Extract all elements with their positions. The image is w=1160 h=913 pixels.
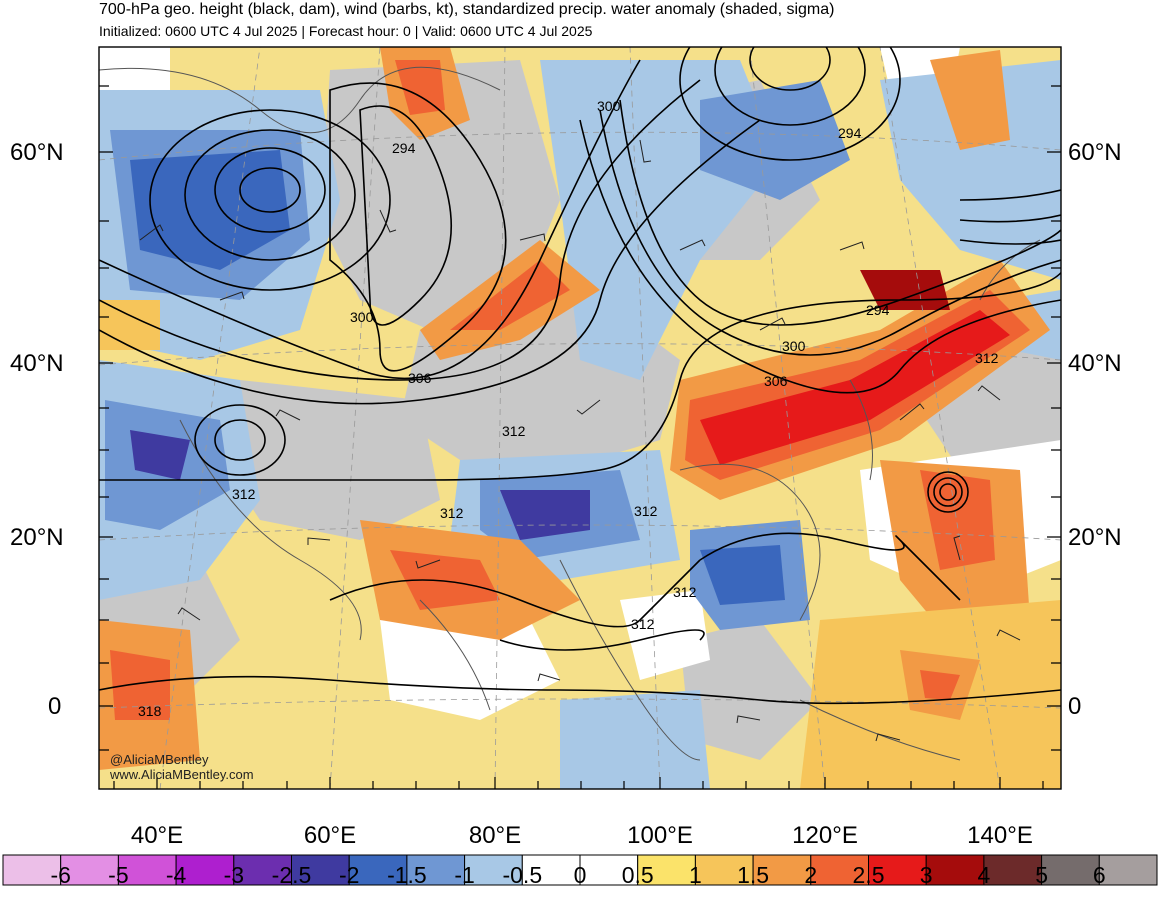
colorbar-swatch <box>233 854 293 886</box>
contour-label: 294 <box>866 302 890 318</box>
colorbar-tick-label: 1.5 <box>737 862 770 888</box>
contour-label: 312 <box>673 584 697 600</box>
lon-label-140e: 140°E <box>967 822 1033 849</box>
colorbar-tick-label: -2.5 <box>271 862 312 888</box>
credit-website: www.AliciaMBentley.com <box>110 767 254 782</box>
colorbar-tick-label: -5 <box>108 862 129 888</box>
credit-handle: @AliciaMBentley <box>110 752 209 767</box>
colorbar-swatch <box>1041 854 1100 886</box>
colorbar-swatch <box>579 854 639 886</box>
lat-label-40n-right: 40°N <box>1068 350 1122 377</box>
colorbar <box>2 854 1158 886</box>
lon-label-80e: 80°E <box>468 822 522 849</box>
contour-labels: 294 300 294 300 306 312 312 312 312 294 … <box>138 98 999 719</box>
colorbar-swatch <box>983 854 1043 886</box>
lon-label-40e: 40°E <box>130 822 184 849</box>
contour-label: 300 <box>597 98 621 114</box>
contour-label: 300 <box>782 338 806 354</box>
colorbar-tick-label: -6 <box>50 862 71 888</box>
colorbar-swatch <box>60 854 119 886</box>
colorbar-swatch <box>117 854 177 886</box>
positive-anomaly-shading <box>99 47 1061 789</box>
contour-label: 312 <box>232 486 256 502</box>
colorbar-swatch <box>810 854 869 886</box>
colorbar-tick-label: 2 <box>804 862 818 888</box>
colorbar-tick-label: 0 <box>573 862 587 888</box>
lat-label-20n-right: 20°N <box>1068 524 1122 551</box>
colorbar-swatch <box>752 854 812 886</box>
lat-label-60n-right: 60°N <box>1068 139 1122 166</box>
chart-subtitle: Initialized: 0600 UTC 4 Jul 2025 | Forec… <box>99 23 593 39</box>
colorbar-tick-label: 2.5 <box>852 862 885 888</box>
lon-label-60e: 60°E <box>303 822 357 849</box>
contour-label: 306 <box>408 370 432 386</box>
colorbar-tick-label: 4 <box>977 862 991 888</box>
colorbar-tick-label: 1 <box>688 862 702 888</box>
colorbar-swatch <box>175 854 235 886</box>
contour-label: 300 <box>350 309 374 325</box>
wind-barbs <box>139 139 1021 742</box>
weather-map: 294 300 294 300 306 312 312 312 312 294 … <box>98 46 1062 790</box>
colorbar-tick-label: -3 <box>223 862 245 888</box>
contour-label: 312 <box>975 350 999 366</box>
colorbar-swatch <box>694 854 754 886</box>
colorbar-tick-label: -0.5 <box>502 862 543 888</box>
contour-label: 306 <box>764 373 788 389</box>
colorbar-tick-label: 0.5 <box>621 862 654 888</box>
axis-ticks <box>99 85 1061 789</box>
lon-label-120e: 120°E <box>792 822 858 849</box>
coastlines <box>99 66 1041 761</box>
colorbar-swatch <box>925 854 985 886</box>
map-frame <box>98 46 1062 790</box>
colorbar-swatch <box>521 854 581 886</box>
height-contours <box>99 47 1061 705</box>
contour-label: 294 <box>838 125 862 141</box>
contour-label: 294 <box>392 140 416 156</box>
colorbar-swatch <box>637 854 696 886</box>
colorbar-tick-label: -2 <box>338 862 360 888</box>
contour-label: 318 <box>138 703 162 719</box>
colorbar-swatch <box>2 854 62 886</box>
lon-label-100e: 100°E <box>627 822 693 849</box>
colorbar-tick-label: 6 <box>1092 862 1106 888</box>
colorbar-tick-label: -1 <box>454 862 475 888</box>
colorbar-tick-label: 5 <box>1035 862 1048 888</box>
lat-label-0-left: 0 <box>48 693 62 720</box>
contour-label: 312 <box>440 505 464 521</box>
lat-label-20n-left: 20°N <box>10 524 64 551</box>
colorbar-swatch <box>1098 854 1158 886</box>
colorbar-swatch <box>348 854 408 886</box>
colorbar-tick-label: -4 <box>165 862 187 888</box>
lat-label-40n-left: 40°N <box>10 350 64 377</box>
colorbar-swatch <box>406 854 466 886</box>
colorbar-tick-label: 3 <box>919 862 933 888</box>
lat-label-60n-left: 60°N <box>10 139 64 166</box>
colorbar-swatch <box>868 854 927 886</box>
graticule <box>99 47 1061 789</box>
contour-label: 312 <box>631 616 655 632</box>
colorbar-swatch <box>464 854 523 886</box>
contour-label: 312 <box>502 423 526 439</box>
lat-label-0-right: 0 <box>1068 693 1082 720</box>
contour-label: 312 <box>634 503 658 519</box>
colorbar-tick-label: -1.5 <box>387 862 427 888</box>
chart-title: 700-hPa geo. height (black, dam), wind (… <box>99 1 835 18</box>
